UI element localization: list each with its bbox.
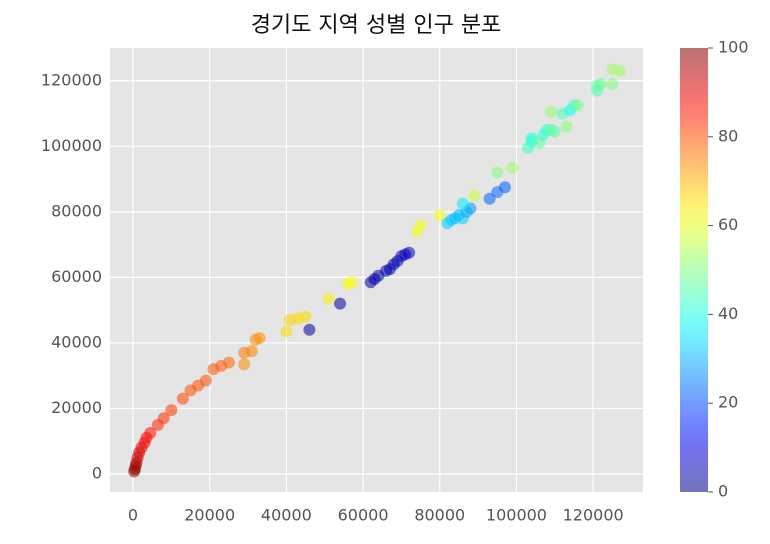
point — [322, 292, 335, 305]
point — [222, 356, 235, 369]
colorbar-tick-label: 100 — [718, 38, 749, 57]
point — [238, 358, 251, 371]
point — [280, 325, 293, 338]
x-tick-label: 100000 — [486, 506, 547, 525]
y-tick-label: 20000 — [51, 398, 102, 417]
point — [144, 427, 157, 440]
point — [506, 161, 519, 174]
colorbar-tick-label: 40 — [718, 304, 738, 323]
point — [560, 120, 573, 133]
point — [594, 78, 607, 91]
x-tick-label: 20000 — [184, 506, 235, 525]
chart-title: 경기도 지역 성별 인구 분포 — [251, 13, 502, 38]
colorbar-tick-label: 80 — [718, 126, 738, 145]
point — [165, 404, 178, 417]
colorbar-tick-label: 0 — [718, 482, 728, 501]
x-tick-label: 40000 — [261, 506, 312, 525]
x-tick-label: 0 — [128, 506, 138, 525]
point — [548, 125, 561, 138]
point — [345, 276, 358, 289]
point — [544, 105, 557, 118]
point — [176, 392, 189, 405]
point — [334, 297, 347, 310]
point — [199, 374, 212, 387]
point — [613, 64, 626, 77]
point — [245, 345, 258, 358]
y-tick-label: 60000 — [51, 267, 102, 286]
y-tick-label: 40000 — [51, 332, 102, 351]
point — [468, 189, 481, 202]
point — [303, 323, 316, 336]
point — [498, 181, 511, 194]
point — [253, 331, 266, 344]
colorbar-tick-label: 60 — [718, 215, 738, 234]
y-tick-label: 100000 — [41, 136, 102, 155]
point — [157, 412, 170, 425]
colorbar-tick-label: 20 — [718, 393, 738, 412]
point — [456, 197, 469, 210]
point — [403, 246, 416, 259]
point — [571, 99, 584, 112]
point — [299, 310, 312, 323]
point — [433, 209, 446, 222]
plot-area — [110, 48, 643, 492]
y-tick-label: 80000 — [51, 201, 102, 220]
point — [606, 78, 619, 91]
point — [491, 166, 504, 179]
y-tick-label: 120000 — [41, 70, 102, 89]
x-tick-label: 60000 — [338, 506, 389, 525]
y-tick-label: 0 — [92, 463, 102, 482]
x-tick-label: 80000 — [414, 506, 465, 525]
colorbar — [680, 48, 708, 492]
point — [414, 218, 427, 231]
x-tick-label: 120000 — [563, 506, 624, 525]
